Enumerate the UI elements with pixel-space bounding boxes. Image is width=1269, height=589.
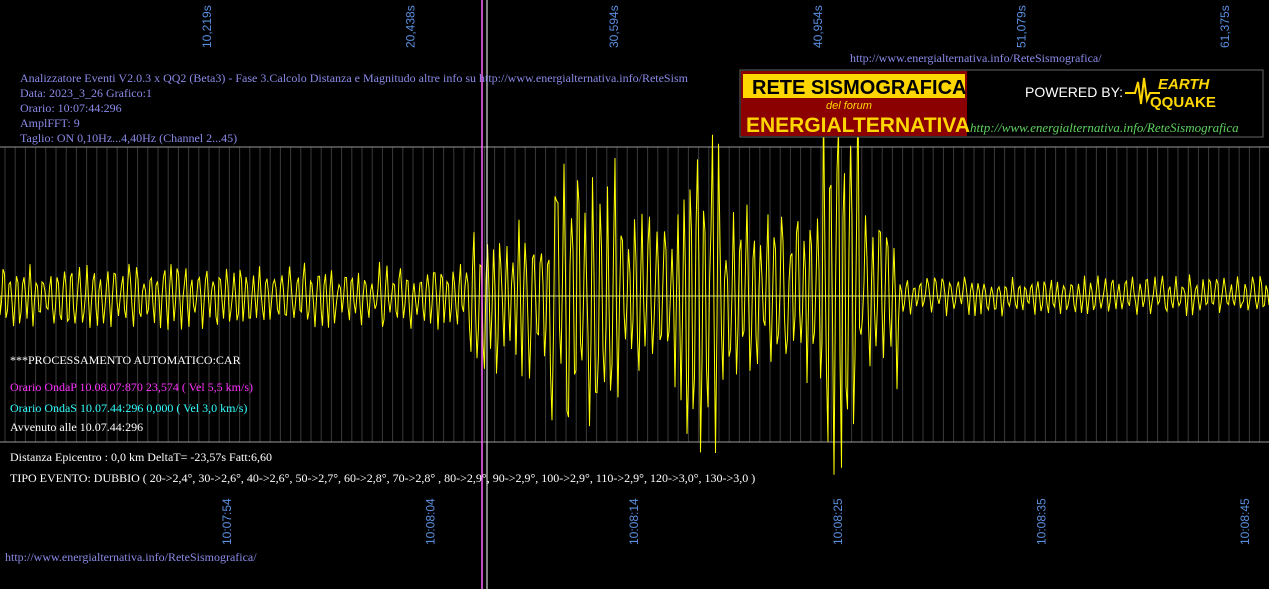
logo-yellow-bar (743, 74, 965, 98)
bottom-time-label: 10:08:35 (1034, 498, 1048, 545)
header-line: Data: 2023_3_26 Grafico:1 (20, 86, 152, 100)
logo-url: http://www.energialternativa.info/ReteSi… (970, 120, 1239, 135)
top-time-label: 30,594s (607, 5, 621, 48)
footer-url: http://www.energialternativa.info/ReteSi… (5, 550, 257, 564)
top-time-labels: 10,219s 20,438s 30,594s 40,954s 51,079s 61,37… (200, 5, 1232, 48)
logo-brand-top: EARTH (1158, 76, 1211, 93)
top-time-label: 20,438s (404, 5, 418, 48)
bottom-time-label: 10:08:14 (627, 498, 641, 545)
header-line: Orario: 10:07:44:296 (20, 101, 122, 115)
bottom-time-labels: 10:07:54 10:08:04 10:08:14 10:08:25 10:08:35… (220, 498, 1252, 545)
occurred: Avvenuto alle 10.07.44:296 (10, 420, 143, 434)
onda-s: Orario OndaS 10.07.44:296 0,000 ( Vel 3,… (10, 401, 247, 415)
header-line: AmplFFT: 9 (20, 116, 80, 130)
logo-subtitle: del forum (826, 100, 872, 112)
top-time-label: 40,954s (811, 5, 825, 48)
waveform (0, 81, 1269, 475)
top-time-label: 51,079s (1014, 5, 1028, 48)
logo-title: RETE SISMOGRAFICA (752, 77, 966, 99)
bottom-time-label: 10:08:45 (1238, 498, 1252, 545)
header: Analizzatore Eventi V2.0.3 x QQ2 (Beta3)… (20, 71, 689, 145)
logo: RETE SISMOGRAFICA del forum ENERGIALTERN… (739, 69, 1264, 138)
distance: Distanza Epicentro : 0,0 km DeltaT= -23,… (10, 450, 272, 464)
header-line: Taglio: ON 0,10Hz...4,40Hz (Channel 2...… (20, 131, 237, 145)
onda-p: Orario OndaP 10.08.07:870 23,574 ( Vel 5… (10, 380, 253, 394)
bottom-time-label: 10:07:54 (220, 498, 234, 545)
logo-name: ENERGIALTERNATIVA (746, 114, 970, 137)
bottom-time-label: 10:08:04 (424, 498, 438, 545)
logo-powered: POWERED BY: (1025, 84, 1123, 100)
top-time-label: 61,375s (1218, 5, 1232, 48)
processing: ***PROCESSAMENTO AUTOMATICO:CAR (10, 353, 241, 367)
top-url: http://www.energialternativa.info/ReteSi… (850, 51, 1102, 65)
header-line: Analizzatore Eventi V2.0.3 x QQ2 (Beta3)… (20, 71, 689, 85)
bottom-time-label: 10:08:25 (831, 498, 845, 545)
top-time-label: 10,219s (200, 5, 214, 48)
logo-wave-icon (1125, 77, 1160, 105)
event-type: TIPO EVENTO: DUBBIO ( 20->2,4°, 30->2,6°… (10, 471, 755, 485)
logo-brand-bottom: QQUAKE (1150, 94, 1216, 111)
